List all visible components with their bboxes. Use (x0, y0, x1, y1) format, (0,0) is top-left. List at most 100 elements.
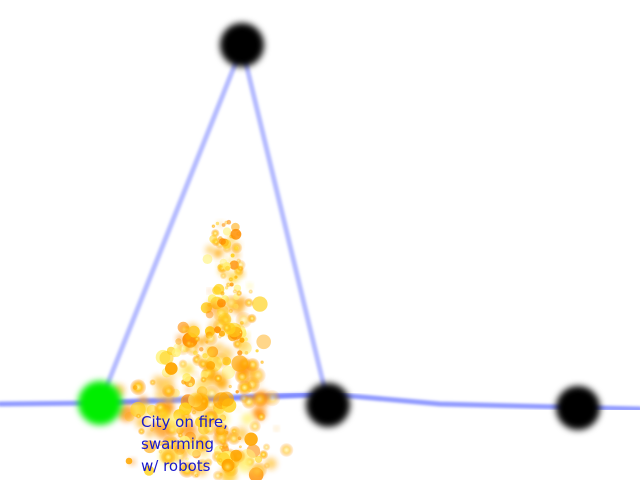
fire-ember (209, 234, 218, 244)
fire-ember (256, 334, 272, 350)
fire-ember (264, 457, 278, 471)
edge-home-to-peak (97, 44, 245, 406)
fire-ember (241, 413, 254, 425)
fire-ember (173, 440, 184, 452)
fire-ember (248, 289, 253, 294)
fire-ember (230, 259, 234, 263)
fire-ember (137, 402, 151, 415)
fire-ember (252, 296, 268, 312)
fire-ember (176, 397, 181, 402)
fire-ember (212, 470, 223, 480)
fire-ember (214, 326, 221, 334)
fire-ember (192, 392, 207, 407)
fire-ember (212, 286, 222, 295)
fire-ember (230, 253, 235, 258)
fire-ember (237, 380, 253, 395)
fire-ember (206, 348, 216, 359)
fire-ember (236, 407, 241, 412)
fire-ember (182, 363, 194, 375)
middle-node[interactable] (306, 383, 350, 427)
peak-node[interactable] (220, 23, 264, 67)
fire-swarm (112, 219, 294, 480)
fire-ember (234, 246, 239, 251)
fire-ember (209, 296, 215, 302)
fire-ember (249, 420, 261, 433)
fire-ember (164, 405, 170, 410)
fire-ember (220, 267, 231, 278)
fire-ember (213, 429, 230, 447)
fire-ember (204, 399, 217, 411)
fire-ember (211, 224, 216, 229)
fire-ember (143, 465, 155, 476)
fire-ember (216, 263, 220, 267)
fire-ember (222, 227, 232, 236)
home-city-node[interactable] (78, 381, 122, 425)
fire-ember (194, 473, 199, 478)
fire-ember (279, 443, 294, 457)
fire-ember (257, 412, 266, 422)
fire-ember (262, 443, 271, 451)
fire-ember (243, 337, 248, 342)
edge-peak-to-middle (239, 44, 331, 406)
fire-ember (201, 371, 209, 378)
fire-ember (228, 384, 233, 389)
fire-ember (214, 248, 223, 257)
fire-ember (196, 412, 212, 427)
fire-ember (244, 333, 249, 338)
fire-ember (238, 445, 242, 449)
fire-ember (202, 254, 213, 264)
fire-ember (264, 389, 281, 407)
fire-ember (188, 382, 193, 387)
fire-ember (161, 449, 176, 465)
fire-ember (217, 298, 226, 308)
fire-ember (238, 330, 243, 335)
fire-ember (125, 457, 133, 465)
fire-ember (193, 372, 197, 376)
fire-ember (239, 393, 249, 404)
fire-ember (249, 367, 266, 384)
fire-ember (219, 238, 226, 245)
fire-ember (167, 414, 184, 432)
fire-ember (130, 379, 147, 396)
fire-ember (235, 308, 242, 315)
fire-ember (219, 391, 234, 407)
city-status-line-1: City on fire, (141, 413, 228, 431)
fire-ember (138, 427, 145, 435)
fire-ember (198, 336, 207, 346)
fire-ember (207, 304, 211, 308)
fire-ember (218, 313, 230, 325)
fire-ember (248, 285, 253, 290)
fire-ember (145, 429, 154, 438)
fire-ember (225, 282, 231, 288)
fire-ember (239, 297, 246, 305)
fire-ember (214, 374, 223, 383)
fire-ember (157, 376, 175, 394)
fire-ember (231, 355, 248, 372)
fire-ember (224, 220, 229, 225)
fire-ember (203, 385, 220, 402)
fire-ember (239, 337, 245, 343)
node-layer (78, 23, 600, 430)
fire-ember (139, 380, 143, 384)
fire-ember (202, 354, 210, 362)
fire-ember (185, 334, 191, 340)
fire-ember (208, 325, 216, 332)
fire-ember (237, 350, 243, 356)
fire-ember (217, 334, 222, 339)
fire-ember (182, 373, 191, 382)
far-right-node[interactable] (556, 386, 600, 430)
fire-ember (176, 334, 184, 343)
fire-ember (221, 460, 235, 474)
fire-ember (132, 385, 138, 390)
fire-ember (192, 355, 201, 364)
fire-ember (236, 290, 243, 297)
fire-ember (205, 244, 215, 255)
fire-ember (180, 413, 194, 428)
fire-ember (218, 292, 225, 300)
fire-ember (172, 348, 181, 357)
fire-ember (200, 376, 207, 383)
fire-ember (234, 426, 249, 442)
fire-ember (178, 461, 196, 478)
fire-ember (233, 251, 240, 259)
